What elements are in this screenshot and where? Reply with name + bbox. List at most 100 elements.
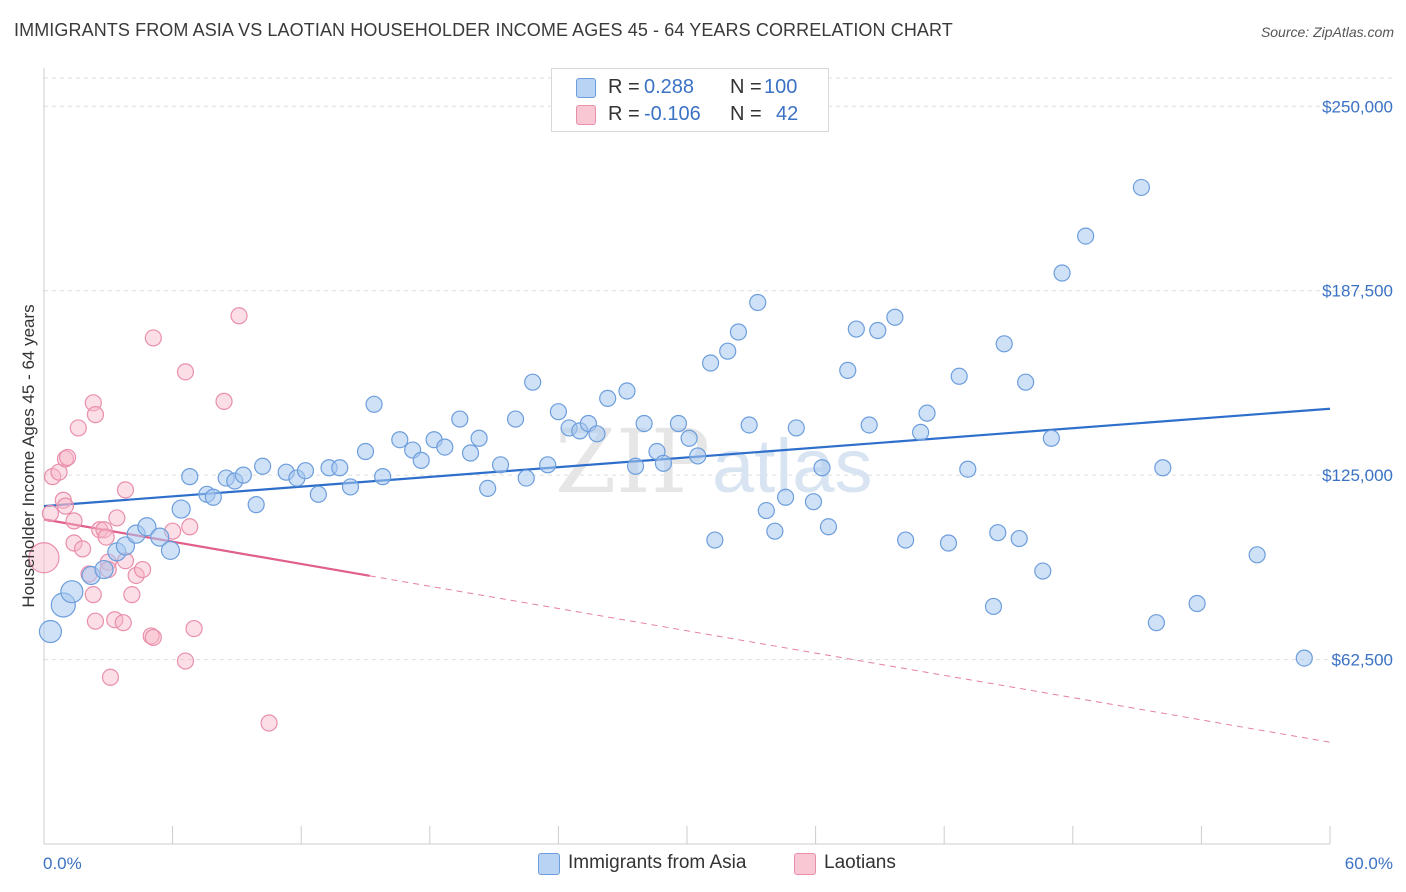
asia-point	[254, 457, 272, 475]
asia-point	[506, 410, 525, 428]
laotians-point	[73, 540, 92, 558]
asia-point	[374, 468, 392, 486]
asia-point	[635, 414, 653, 433]
y-tick-label: $187,500	[1322, 282, 1393, 301]
asia-point	[391, 431, 409, 449]
laotians-point	[116, 481, 135, 499]
asia-point	[1147, 614, 1165, 632]
asia-point	[918, 404, 936, 422]
laotians-point	[230, 307, 248, 325]
laotians-point	[176, 652, 195, 670]
asia-point	[137, 517, 157, 537]
asia-point	[719, 342, 737, 360]
y-tick-labels: $62,500 $125,000 $187,500 $250,000	[1322, 97, 1393, 669]
asia-point	[1010, 529, 1028, 548]
asia-point	[588, 425, 606, 443]
laotians-point	[181, 518, 199, 536]
asia-point	[599, 389, 617, 408]
asia-point	[776, 488, 795, 506]
laotians-point	[108, 509, 126, 527]
legend-n-label: N =	[730, 103, 762, 125]
x-tick-label-max: 60.0%	[1345, 854, 1393, 873]
legend-label-asia: Immigrants from Asia	[568, 852, 747, 873]
laotians-point	[144, 628, 162, 647]
asia-point	[94, 559, 114, 580]
laotians-trend-extension	[369, 575, 1331, 743]
asia-point	[341, 478, 360, 496]
laotians-point	[86, 612, 105, 630]
asia-point	[813, 459, 831, 477]
asia-point	[470, 429, 488, 447]
asia-point	[804, 493, 823, 511]
asia-point	[839, 361, 857, 379]
laotians-point	[58, 448, 77, 467]
asia-point	[479, 479, 497, 498]
laotians-point	[127, 566, 145, 585]
asia-point	[912, 423, 930, 441]
laotians-legend-swatch	[794, 853, 816, 875]
x-tick-label-min: 0.0%	[43, 854, 82, 873]
asia-point	[247, 496, 265, 514]
asia-points	[38, 178, 1313, 667]
asia-point	[549, 403, 568, 421]
series-legend: Immigrants from Asia Laotians	[0, 852, 1406, 878]
asia-point	[669, 414, 688, 433]
asia-point	[939, 534, 958, 552]
legend-r-value: 0.288	[644, 76, 695, 98]
legend-r-label: R =	[608, 103, 640, 125]
asia-point	[1034, 562, 1052, 580]
asia-point	[1154, 459, 1172, 477]
trend-lines	[43, 407, 1331, 743]
asia-point	[451, 410, 469, 428]
laotians-points	[28, 307, 278, 732]
asia-point	[181, 468, 199, 486]
asia-point	[680, 429, 698, 447]
y-tick-label: $125,000	[1322, 466, 1393, 485]
legend-n-label: N =	[730, 76, 762, 98]
asia-point	[1248, 546, 1266, 564]
legend-label-laotians: Laotians	[824, 852, 896, 873]
laotians-point	[28, 542, 60, 574]
laotians-swatch	[576, 105, 596, 125]
asia-point	[309, 485, 327, 503]
asia-point	[204, 488, 222, 506]
asia-point	[234, 466, 252, 484]
asia-point	[787, 419, 805, 437]
asia-point	[995, 335, 1013, 353]
y-tick-label: $250,000	[1322, 97, 1393, 116]
asia-point	[654, 454, 673, 472]
asia-point	[847, 320, 865, 338]
asia-point	[950, 367, 968, 385]
laotians-point	[133, 560, 152, 579]
laotians-point	[86, 406, 105, 424]
asia-point	[626, 457, 645, 475]
asia-point	[689, 447, 707, 465]
gridlines	[44, 77, 1393, 661]
asia-point	[331, 459, 349, 477]
asia-point	[356, 442, 375, 461]
laotians-point	[97, 528, 115, 546]
asia-point	[959, 460, 977, 478]
laotians-point	[101, 668, 120, 686]
legend-n-value: 100	[764, 76, 798, 98]
asia-point	[766, 522, 784, 540]
y-tick-label: $62,500	[1332, 651, 1393, 670]
laotians-trend-line	[43, 518, 370, 577]
legend-r-label: R =	[608, 76, 640, 98]
asia-point	[1017, 373, 1035, 391]
asia-point	[886, 308, 904, 326]
asia-point	[365, 395, 383, 413]
asia-point	[757, 501, 775, 520]
laotians-point	[84, 586, 102, 604]
asia-point	[706, 531, 724, 549]
asia-point	[1188, 594, 1206, 613]
asia-point	[38, 619, 63, 644]
stats-legend: R = 0.288 N = 100 R = -0.106 N = 42	[551, 68, 829, 132]
asia-point	[989, 524, 1007, 542]
asia-point	[436, 438, 454, 456]
asia-point	[461, 444, 480, 462]
asia-point	[491, 456, 510, 474]
asia-point	[1132, 178, 1150, 197]
asia-point	[524, 373, 542, 391]
source-credit: Source: ZipAtlas.com	[1260, 24, 1394, 40]
